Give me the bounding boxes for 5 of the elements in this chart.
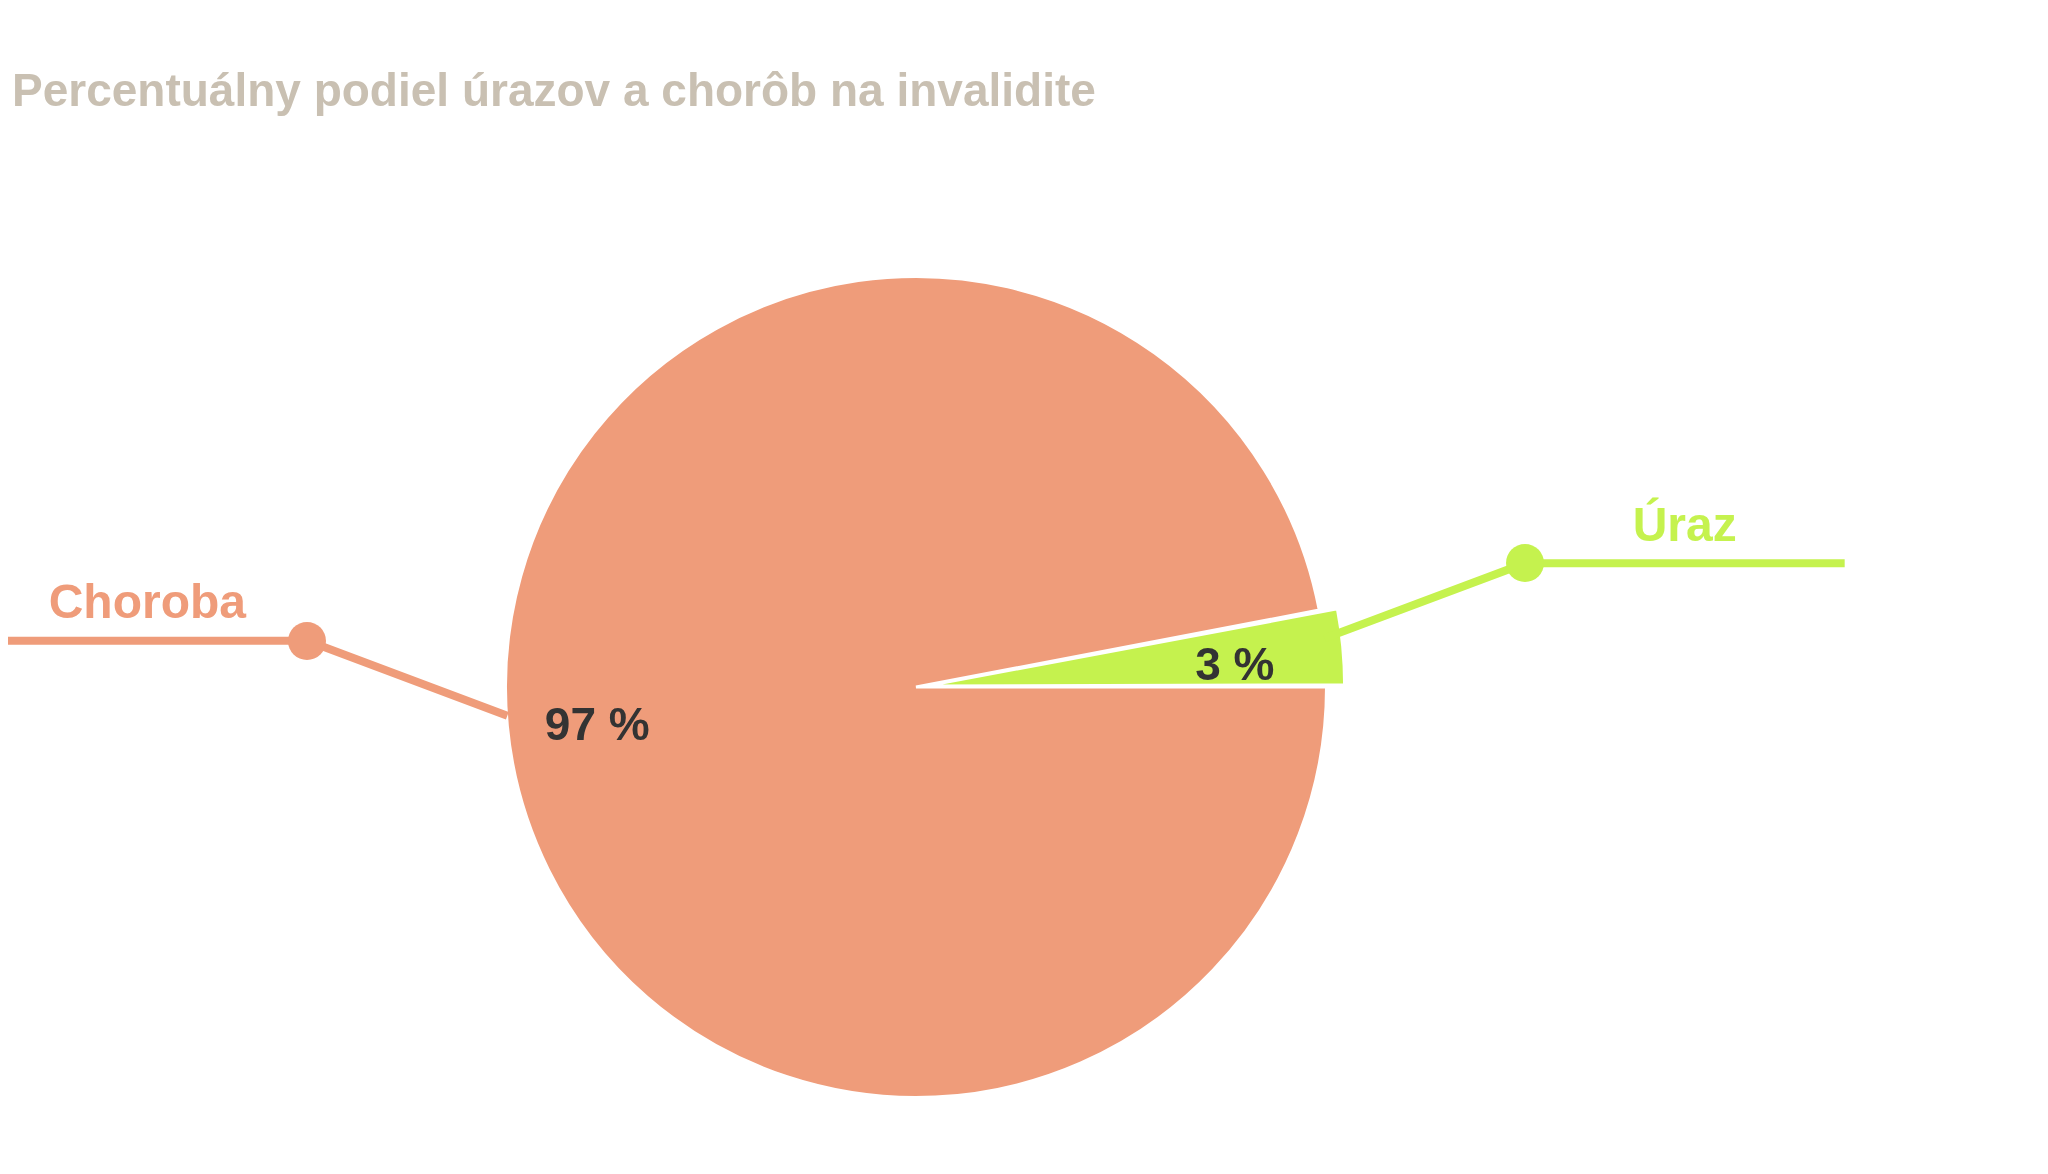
slice-label: Choroba xyxy=(48,574,247,628)
data-label: 3 % xyxy=(1195,637,1275,690)
data-label: 97 % xyxy=(544,697,650,750)
slice-label: Úraz xyxy=(1632,496,1737,551)
chart-title: Percentuálny podiel úrazov a chorôb na invalidite xyxy=(12,63,1096,116)
